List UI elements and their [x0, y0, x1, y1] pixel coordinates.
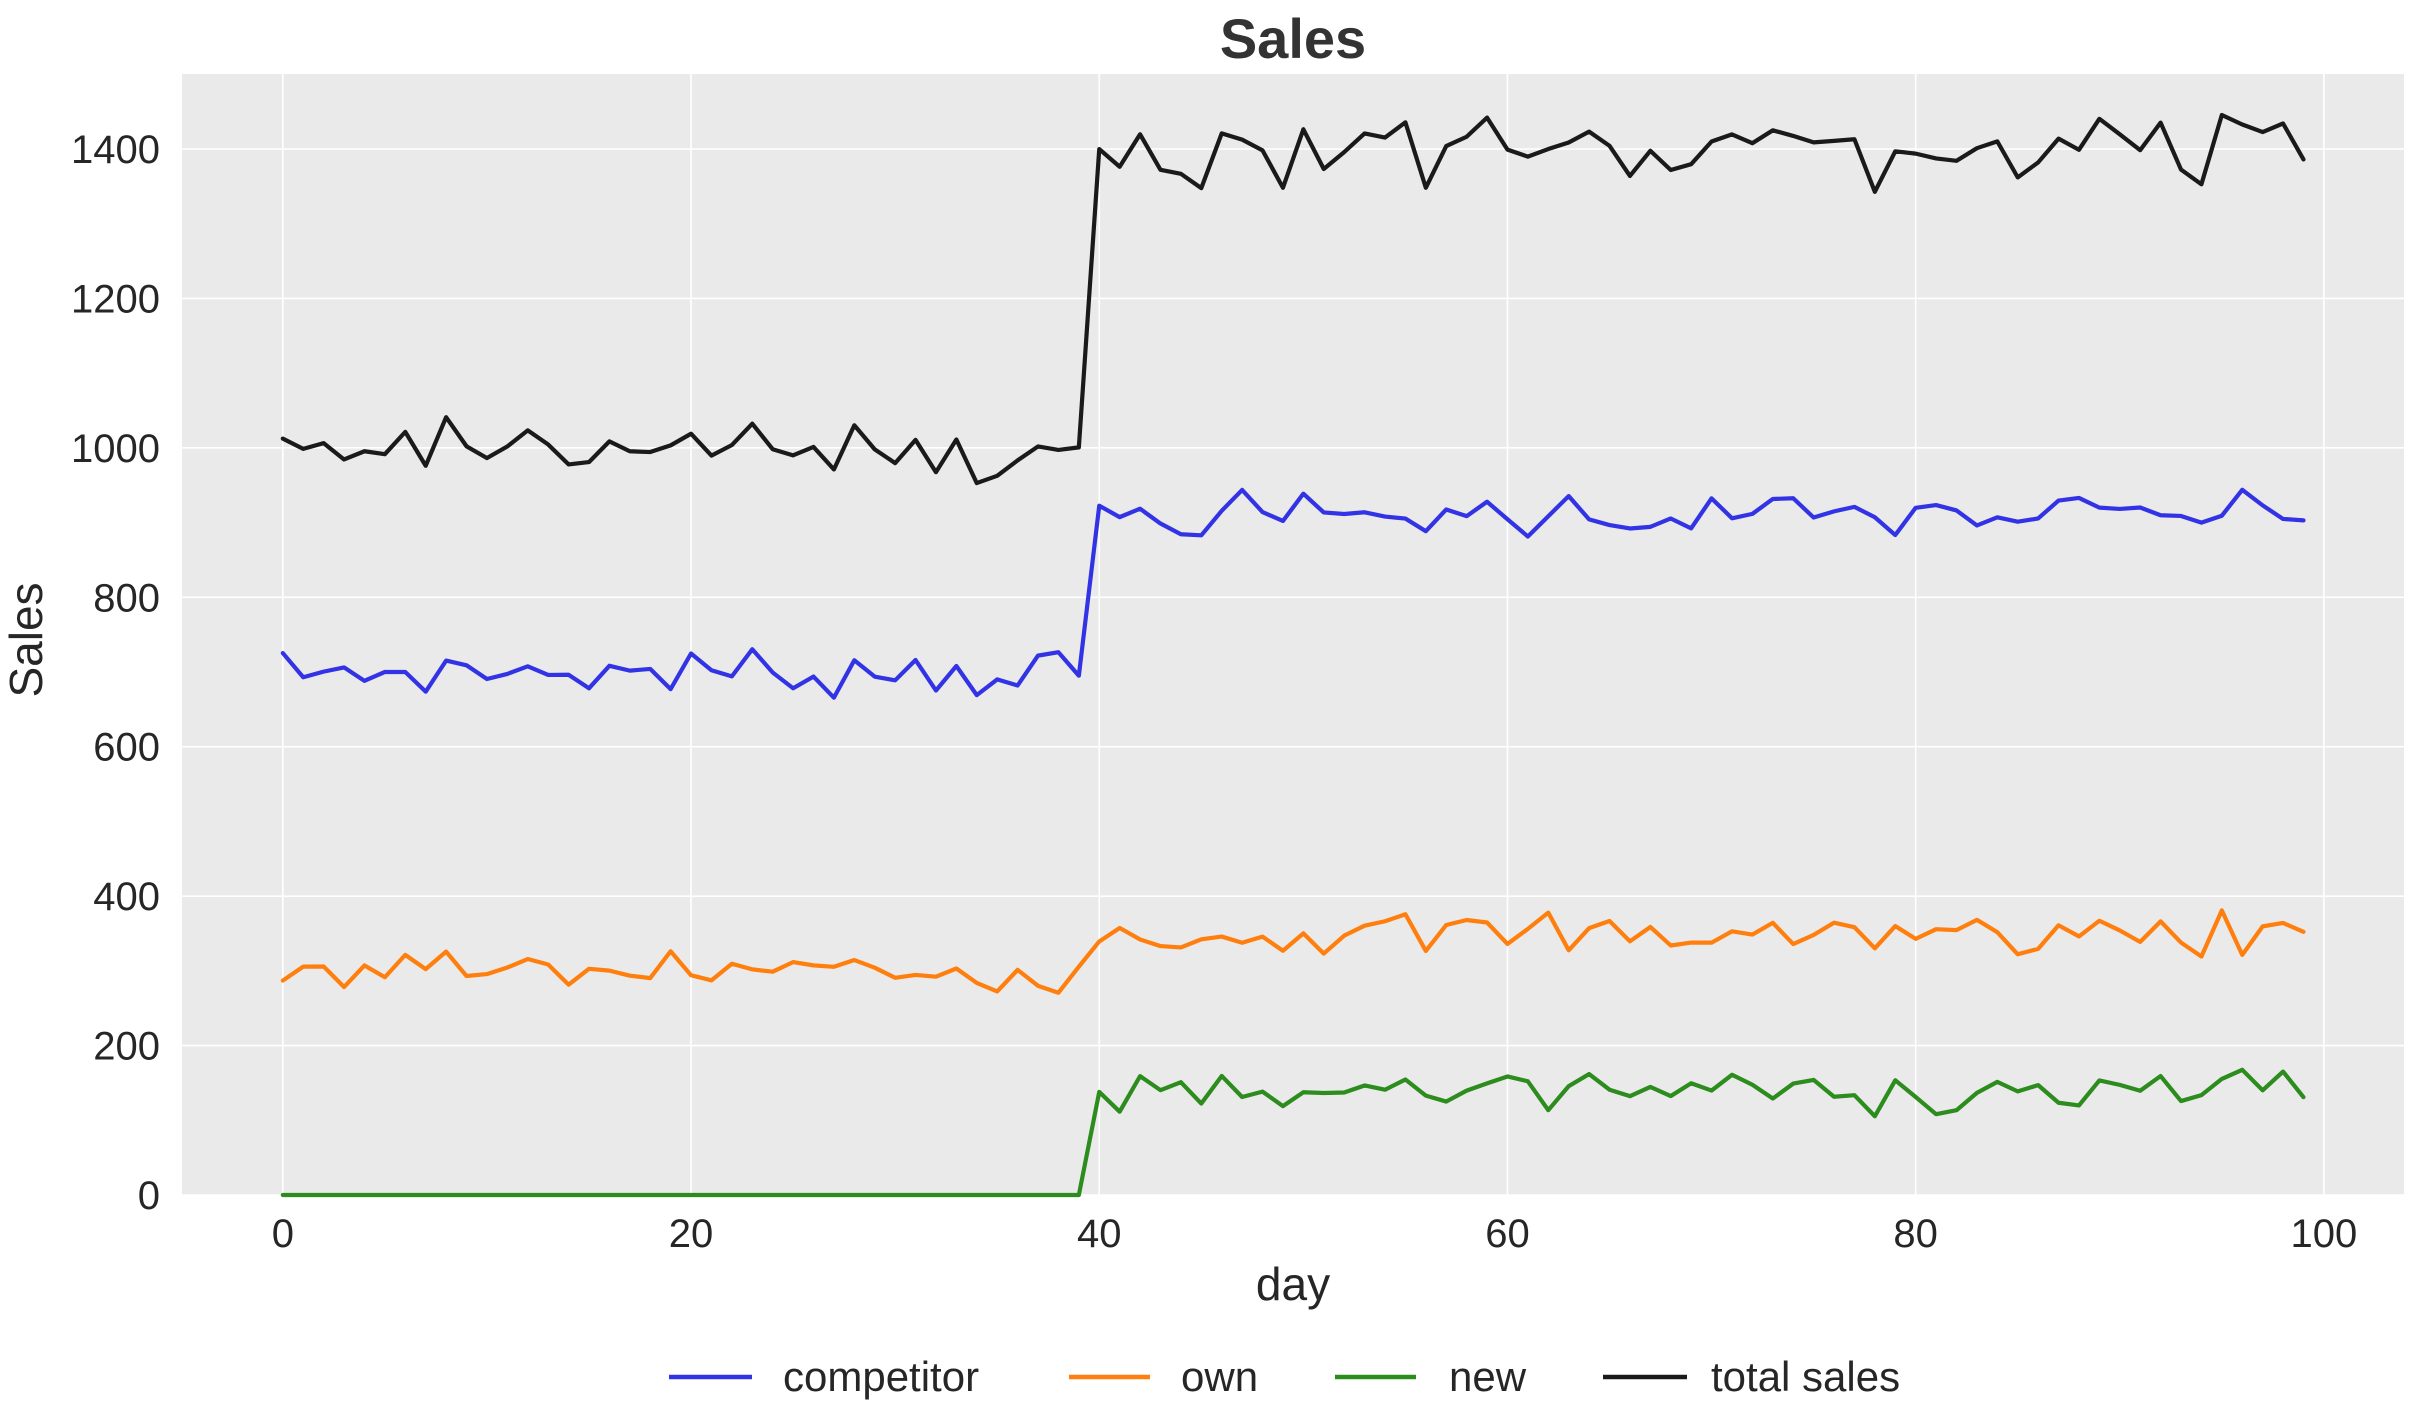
- svg-text:new: new: [1449, 1353, 1527, 1400]
- svg-text:100: 100: [2291, 1212, 2358, 1256]
- svg-text:200: 200: [93, 1025, 160, 1069]
- svg-text:day: day: [1256, 1258, 1330, 1310]
- svg-text:Sales: Sales: [0, 582, 52, 697]
- svg-text:20: 20: [669, 1212, 714, 1256]
- svg-text:Sales: Sales: [1220, 7, 1366, 70]
- svg-text:competitor: competitor: [783, 1353, 979, 1400]
- svg-text:0: 0: [138, 1174, 160, 1218]
- svg-text:400: 400: [93, 875, 160, 919]
- svg-text:0: 0: [272, 1212, 294, 1256]
- svg-text:own: own: [1181, 1353, 1258, 1400]
- svg-text:total sales: total sales: [1711, 1353, 1900, 1400]
- svg-text:40: 40: [1077, 1212, 1122, 1256]
- svg-text:60: 60: [1485, 1212, 1530, 1256]
- svg-text:80: 80: [1893, 1212, 1938, 1256]
- svg-text:1400: 1400: [71, 128, 160, 172]
- svg-text:1000: 1000: [71, 427, 160, 471]
- svg-text:800: 800: [93, 576, 160, 620]
- svg-text:1200: 1200: [71, 277, 160, 321]
- svg-text:600: 600: [93, 726, 160, 770]
